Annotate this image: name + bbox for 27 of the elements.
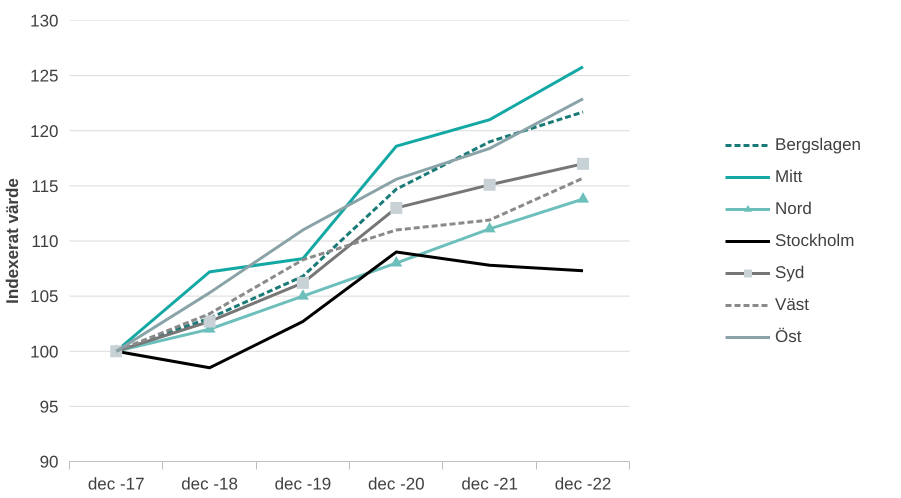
y-tick-label: 100 <box>30 342 59 362</box>
y-tick-label: 95 <box>40 397 59 416</box>
legend-label: Stockholm <box>775 230 856 250</box>
legend-label: Väst <box>775 294 810 314</box>
legend-label: Syd <box>775 262 806 282</box>
x-tick-label: dec -18 <box>181 474 238 494</box>
legend-label: Bergslagen <box>775 134 862 154</box>
y-tick-label: 125 <box>30 66 59 86</box>
x-tick-label: dec -21 <box>461 474 518 494</box>
y-tick-label: 120 <box>30 122 59 141</box>
legend-label: Öst <box>775 326 802 346</box>
x-tick-label: dec -22 <box>554 474 612 494</box>
point <box>296 289 309 300</box>
point <box>577 192 590 203</box>
x-tick-label: dec -17 <box>88 474 145 494</box>
point <box>484 222 496 232</box>
y-tick-label: 105 <box>30 287 59 306</box>
y-tick-label: 110 <box>31 232 59 251</box>
x-tick-label: dec -20 <box>368 474 425 494</box>
legend-label: Mitt <box>775 166 804 186</box>
y-axis-title: Indexerat värde <box>3 178 22 304</box>
x-tick-label: dec -19 <box>274 474 332 494</box>
y-tick-label: 90 <box>40 452 59 472</box>
legend-label: Nord <box>775 198 813 218</box>
point <box>390 256 402 267</box>
y-tick-label: 130 <box>30 12 59 30</box>
y-tick-label: 115 <box>31 176 59 196</box>
